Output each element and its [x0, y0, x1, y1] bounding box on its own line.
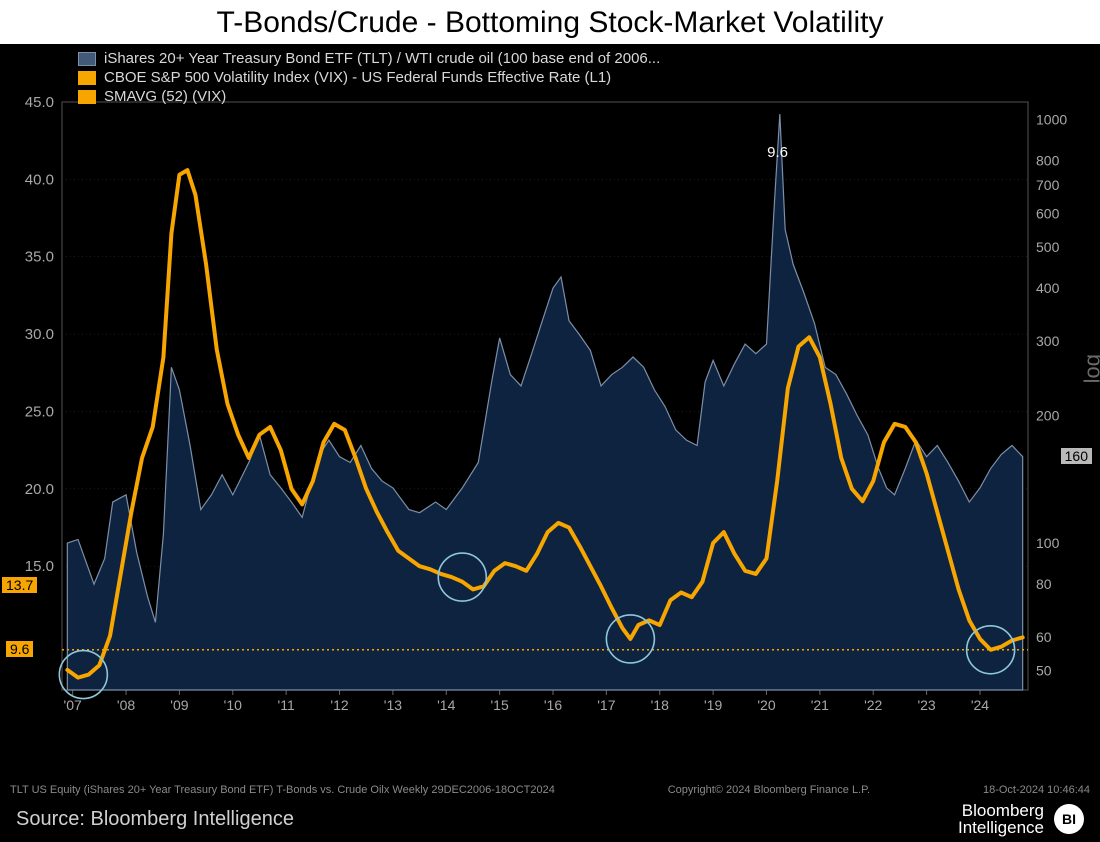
svg-text:'10: '10 [224, 697, 242, 713]
legend-swatch [78, 90, 96, 104]
peak-annotation: 9.6 [767, 144, 788, 161]
svg-text:35.0: 35.0 [25, 249, 54, 266]
legend-item: CBOE S&P 500 Volatility Index (VIX) - US… [78, 69, 660, 88]
svg-text:'21: '21 [811, 697, 829, 713]
brand-text: Bloomberg Intelligence [958, 802, 1044, 836]
log-axis-label: log [1079, 354, 1100, 383]
svg-text:'07: '07 [64, 697, 82, 713]
svg-text:800: 800 [1036, 153, 1060, 169]
svg-text:'23: '23 [917, 697, 935, 713]
svg-text:25.0: 25.0 [25, 403, 54, 420]
svg-text:'11: '11 [278, 697, 295, 713]
chart-title: T-Bonds/Crude - Bottoming Stock-Market V… [0, 6, 1100, 40]
left-axis-marker: 13.7 [2, 577, 37, 593]
chart-svg: 45.0 40.0 35.0 30.0 25.0 20.0 15.0 1000 800 700 60… [0, 44, 1100, 792]
chart-footer: Source: Bloomberg Intelligence Bloomberg… [0, 796, 1100, 842]
svg-text:300: 300 [1036, 333, 1060, 349]
legend-label: SMAVG (52) (VIX) [104, 88, 226, 107]
meta-right: 18-Oct-2024 10:46:44 [983, 784, 1090, 796]
svg-text:100: 100 [1036, 535, 1060, 551]
svg-text:400: 400 [1036, 280, 1060, 296]
svg-text:40.0: 40.0 [25, 171, 54, 188]
svg-text:50: 50 [1036, 663, 1052, 679]
svg-text:45.0: 45.0 [25, 94, 54, 111]
legend-label: iShares 20+ Year Treasury Bond ETF (TLT)… [104, 50, 660, 69]
footer-brand: Bloomberg Intelligence BI [958, 802, 1084, 836]
meta-center: Copyright© 2024 Bloomberg Finance L.P. [668, 784, 870, 796]
svg-text:'12: '12 [330, 697, 348, 713]
svg-text:500: 500 [1036, 239, 1060, 255]
svg-text:'15: '15 [491, 697, 509, 713]
meta-left: TLT US Equity (iShares 20+ Year Treasury… [10, 784, 555, 796]
chart-metadata-line: TLT US Equity (iShares 20+ Year Treasury… [10, 784, 1090, 796]
svg-text:80: 80 [1036, 576, 1052, 592]
svg-text:'08: '08 [117, 697, 135, 713]
svg-text:'17: '17 [597, 697, 615, 713]
legend-item: iShares 20+ Year Treasury Bond ETF (TLT)… [78, 50, 660, 69]
svg-text:'16: '16 [544, 697, 562, 713]
legend-swatch [78, 71, 96, 85]
legend-swatch [78, 52, 96, 66]
legend-label: CBOE S&P 500 Volatility Index (VIX) - US… [104, 69, 611, 88]
svg-text:30.0: 30.0 [25, 326, 54, 343]
svg-text:'09: '09 [170, 697, 188, 713]
legend-item: SMAVG (52) (VIX) [78, 88, 660, 107]
svg-text:200: 200 [1036, 408, 1060, 424]
svg-text:1000: 1000 [1036, 112, 1067, 128]
svg-text:20.0: 20.0 [25, 481, 54, 498]
svg-text:'18: '18 [651, 697, 669, 713]
svg-text:'20: '20 [757, 697, 775, 713]
right-axis-marker: 160 [1061, 448, 1092, 464]
svg-text:'14: '14 [437, 697, 455, 713]
svg-text:15.0: 15.0 [25, 558, 54, 575]
footer-source: Source: Bloomberg Intelligence [16, 808, 294, 831]
chart-legend: iShares 20+ Year Treasury Bond ETF (TLT)… [78, 50, 660, 106]
svg-text:700: 700 [1036, 177, 1060, 193]
chart-title-bar: T-Bonds/Crude - Bottoming Stock-Market V… [0, 0, 1100, 44]
brand-badge-icon: BI [1054, 804, 1084, 834]
svg-text:'19: '19 [704, 697, 722, 713]
chart-area: iShares 20+ Year Treasury Bond ETF (TLT)… [0, 44, 1100, 842]
svg-text:60: 60 [1036, 629, 1052, 645]
left-axis-dotted-marker: 9.6 [6, 641, 33, 657]
svg-text:'13: '13 [384, 697, 402, 713]
svg-text:600: 600 [1036, 206, 1060, 222]
svg-text:'22: '22 [864, 697, 882, 713]
svg-text:'24: '24 [971, 697, 989, 713]
